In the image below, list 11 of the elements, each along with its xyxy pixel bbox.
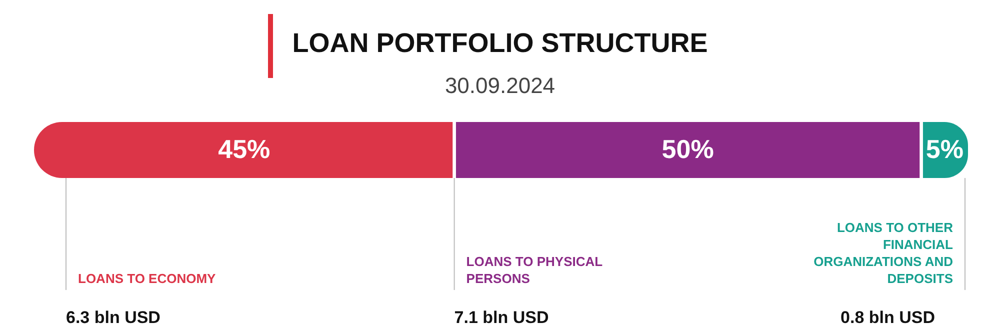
text: 0.8 bln USD [840, 308, 935, 327]
text: LOANS TO ECONOMY [78, 271, 216, 286]
data-label: 50% [662, 134, 714, 164]
chart-subtitle: 30.09.2024 [444, 73, 556, 99]
text: LOANS TO PHYSICAL PERSONS [466, 254, 603, 286]
data-label: 45% [218, 134, 270, 164]
chart-title: LOAN PORTFOLIO STRUCTURE [291, 28, 709, 59]
text: LOANS TO OTHER FINANCIAL ORGANIZATIONS AND DEPOSITS [814, 220, 954, 286]
data-label: 5% [926, 134, 964, 164]
text: 6.3 bln USD [66, 308, 160, 327]
text: 7.1 bln USD [454, 308, 549, 327]
